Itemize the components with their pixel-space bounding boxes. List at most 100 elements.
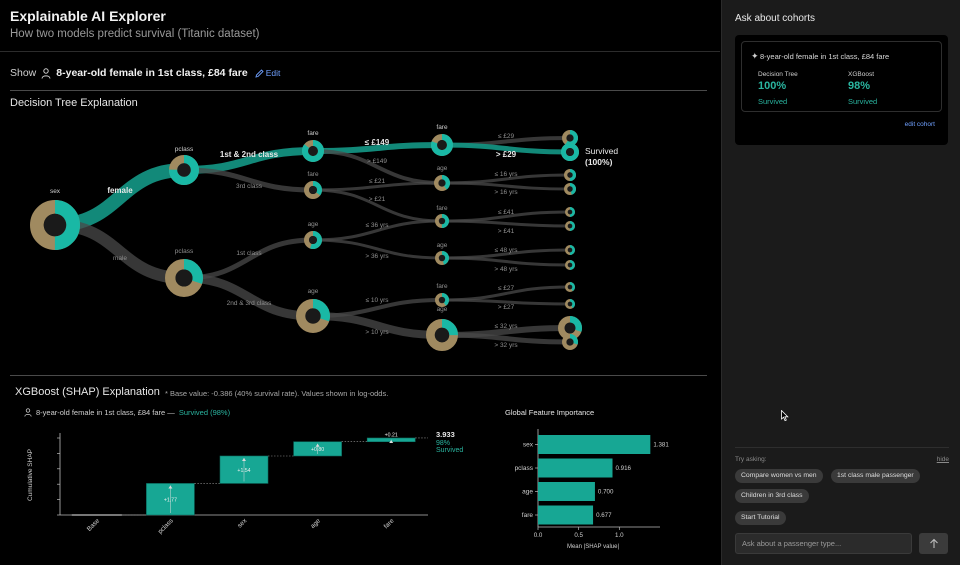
tree-edge-pm-a2	[183, 273, 314, 321]
decision-tree-diagram: sex pclass pclass fare fare age age fare…	[30, 124, 618, 352]
tree-node-l6	[565, 221, 575, 231]
edge-label-gt32: > 32 yrs	[494, 342, 518, 349]
outcome-label: Survived	[585, 146, 618, 156]
node-ring-survived	[434, 293, 449, 308]
node-ring-survived	[561, 143, 580, 162]
edge-label-male: male	[113, 255, 127, 262]
node-core	[567, 301, 573, 307]
edge-label-le29: ≤ £29	[498, 133, 515, 140]
node-ring-survived	[304, 230, 323, 249]
tree-section-title: Decision Tree Explanation	[10, 97, 138, 109]
waterfall-xtick-fare: fare	[383, 517, 396, 530]
feature-importance-chart: 0.0 0.5 1.0 sex 1.381 pclass 0.916 age 0.700 far…	[515, 429, 669, 550]
importance-x-tick-label: 1.0	[615, 532, 624, 539]
node-ring-survived	[169, 155, 199, 185]
node-core	[308, 235, 318, 245]
tree-node-f5	[434, 292, 449, 308]
node-label-fare-1: fare	[307, 130, 319, 137]
tree-node-f4	[434, 214, 450, 229]
suggestion-chip-children[interactable]: Children in 3rd class	[735, 489, 809, 503]
node-ring-survived	[565, 260, 575, 270]
node-core	[438, 254, 446, 262]
tree-edge-pf-f2	[183, 167, 314, 193]
mouse-cursor	[781, 410, 789, 422]
node-core	[567, 209, 573, 215]
waterfall-value-age: +0.80	[311, 447, 324, 453]
tree-node-l4	[563, 182, 577, 195]
node-ring-survived	[563, 168, 576, 181]
edit-persona-button[interactable]: Edit	[255, 68, 280, 78]
model-2-value: 98%	[848, 80, 871, 92]
importance-value-age: 0.700	[598, 489, 614, 496]
sidebar-title: Ask about cohorts	[735, 13, 816, 24]
node-core	[565, 147, 575, 157]
node-core	[566, 134, 574, 142]
tree-edge-pm-a1	[183, 237, 314, 281]
model-2-name: XGBoost	[848, 71, 875, 78]
node-label-fare-4: fare	[436, 205, 448, 212]
waterfall-xtick-age: age	[309, 517, 322, 530]
final-label: Survived	[436, 447, 463, 454]
tree-node-l1	[561, 129, 579, 146]
edge-label-le149: ≤ £149	[365, 138, 390, 147]
node-label-age-4: age	[437, 242, 448, 249]
suggestion-chip-compare[interactable]: Compare women vs men	[735, 469, 823, 483]
edge-label-le32: ≤ 32 yrs	[494, 323, 518, 330]
waterfall-bar-base	[71, 514, 122, 516]
persona-text: 8-year-old female in 1st class, £84 fare	[56, 67, 248, 79]
node-core	[305, 308, 321, 324]
importance-x-tick-label: 0.5	[574, 532, 583, 539]
node-core	[567, 284, 573, 290]
importance-bar-sex	[538, 435, 651, 454]
outcome-value: (100%)	[585, 157, 613, 167]
edge-label-le27: ≤ £27	[498, 285, 515, 292]
edge-label-female: female	[107, 186, 133, 195]
node-ring-survived	[435, 251, 450, 266]
node-core	[177, 163, 191, 177]
pencil-icon	[255, 68, 264, 78]
importance-bar-pclass	[538, 458, 613, 478]
tree-node-l8	[565, 260, 575, 270]
tree-node-root	[30, 200, 80, 250]
persona-selector: Show 8-year-old female in 1st class, £84…	[10, 67, 280, 79]
node-ring-survived	[295, 299, 330, 334]
node-label-sex: sex	[50, 188, 61, 195]
section-divider	[10, 90, 707, 91]
node-core	[438, 217, 446, 225]
edge-label-le16: ≤ 16 yrs	[494, 171, 518, 178]
model-1-value: 100%	[758, 80, 787, 92]
app-subtitle: How two models predict survival (Titanic…	[10, 28, 260, 40]
shap-persona-text: 8-year-old female in 1st class, £84 fare…	[36, 408, 175, 417]
suggestion-chip-1st-class-male[interactable]: 1st class male passenger	[831, 469, 920, 483]
edge-label-gt36: > 36 yrs	[365, 253, 389, 260]
tree-node-l9	[565, 282, 575, 292]
ask-input[interactable]	[735, 533, 912, 554]
tree-edge-a5-l12	[441, 332, 571, 345]
edge-label-le10: ≤ 10 yrs	[365, 297, 389, 304]
node-ring-survived	[565, 221, 575, 231]
send-button[interactable]	[919, 533, 948, 554]
hide-suggestions-link[interactable]: hide	[936, 456, 949, 463]
edge-label-gt149: > £149	[367, 158, 387, 165]
tree-node-l2	[560, 143, 580, 162]
show-label: Show	[10, 67, 37, 79]
tree-node-l5	[565, 207, 575, 217]
tree-node-a4	[434, 251, 450, 266]
edit-cohort-link[interactable]: edit cohort	[904, 121, 935, 128]
edge-label-gt29: > £29	[496, 150, 517, 159]
edge-label-gt48: > 48 yrs	[494, 266, 518, 273]
edge-label-le48: ≤ 48 yrs	[494, 247, 518, 254]
cohort-sidebar: Ask about cohorts ✦ 8-year-old female in…	[721, 0, 960, 565]
waterfall-xtick-pclass: pclass	[157, 517, 176, 536]
edge-label-le41: ≤ £41	[498, 209, 515, 216]
tree-edge-a3-l4	[441, 181, 571, 191]
arrow-up-icon	[929, 538, 938, 548]
tree-node-f2	[304, 180, 323, 200]
node-ring-survived	[165, 258, 204, 297]
node-label-age-3: age	[437, 165, 448, 172]
importance-label-pclass: pclass	[515, 465, 534, 472]
person-icon	[41, 67, 51, 79]
tree-node-f3	[430, 133, 453, 157]
node-ring-survived	[301, 140, 324, 163]
start-tutorial-button[interactable]: Start Tutorial	[735, 511, 786, 525]
